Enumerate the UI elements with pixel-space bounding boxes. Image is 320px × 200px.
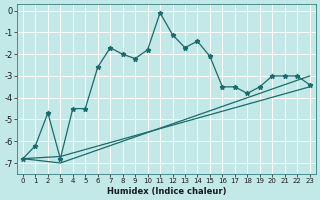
- X-axis label: Humidex (Indice chaleur): Humidex (Indice chaleur): [107, 187, 226, 196]
